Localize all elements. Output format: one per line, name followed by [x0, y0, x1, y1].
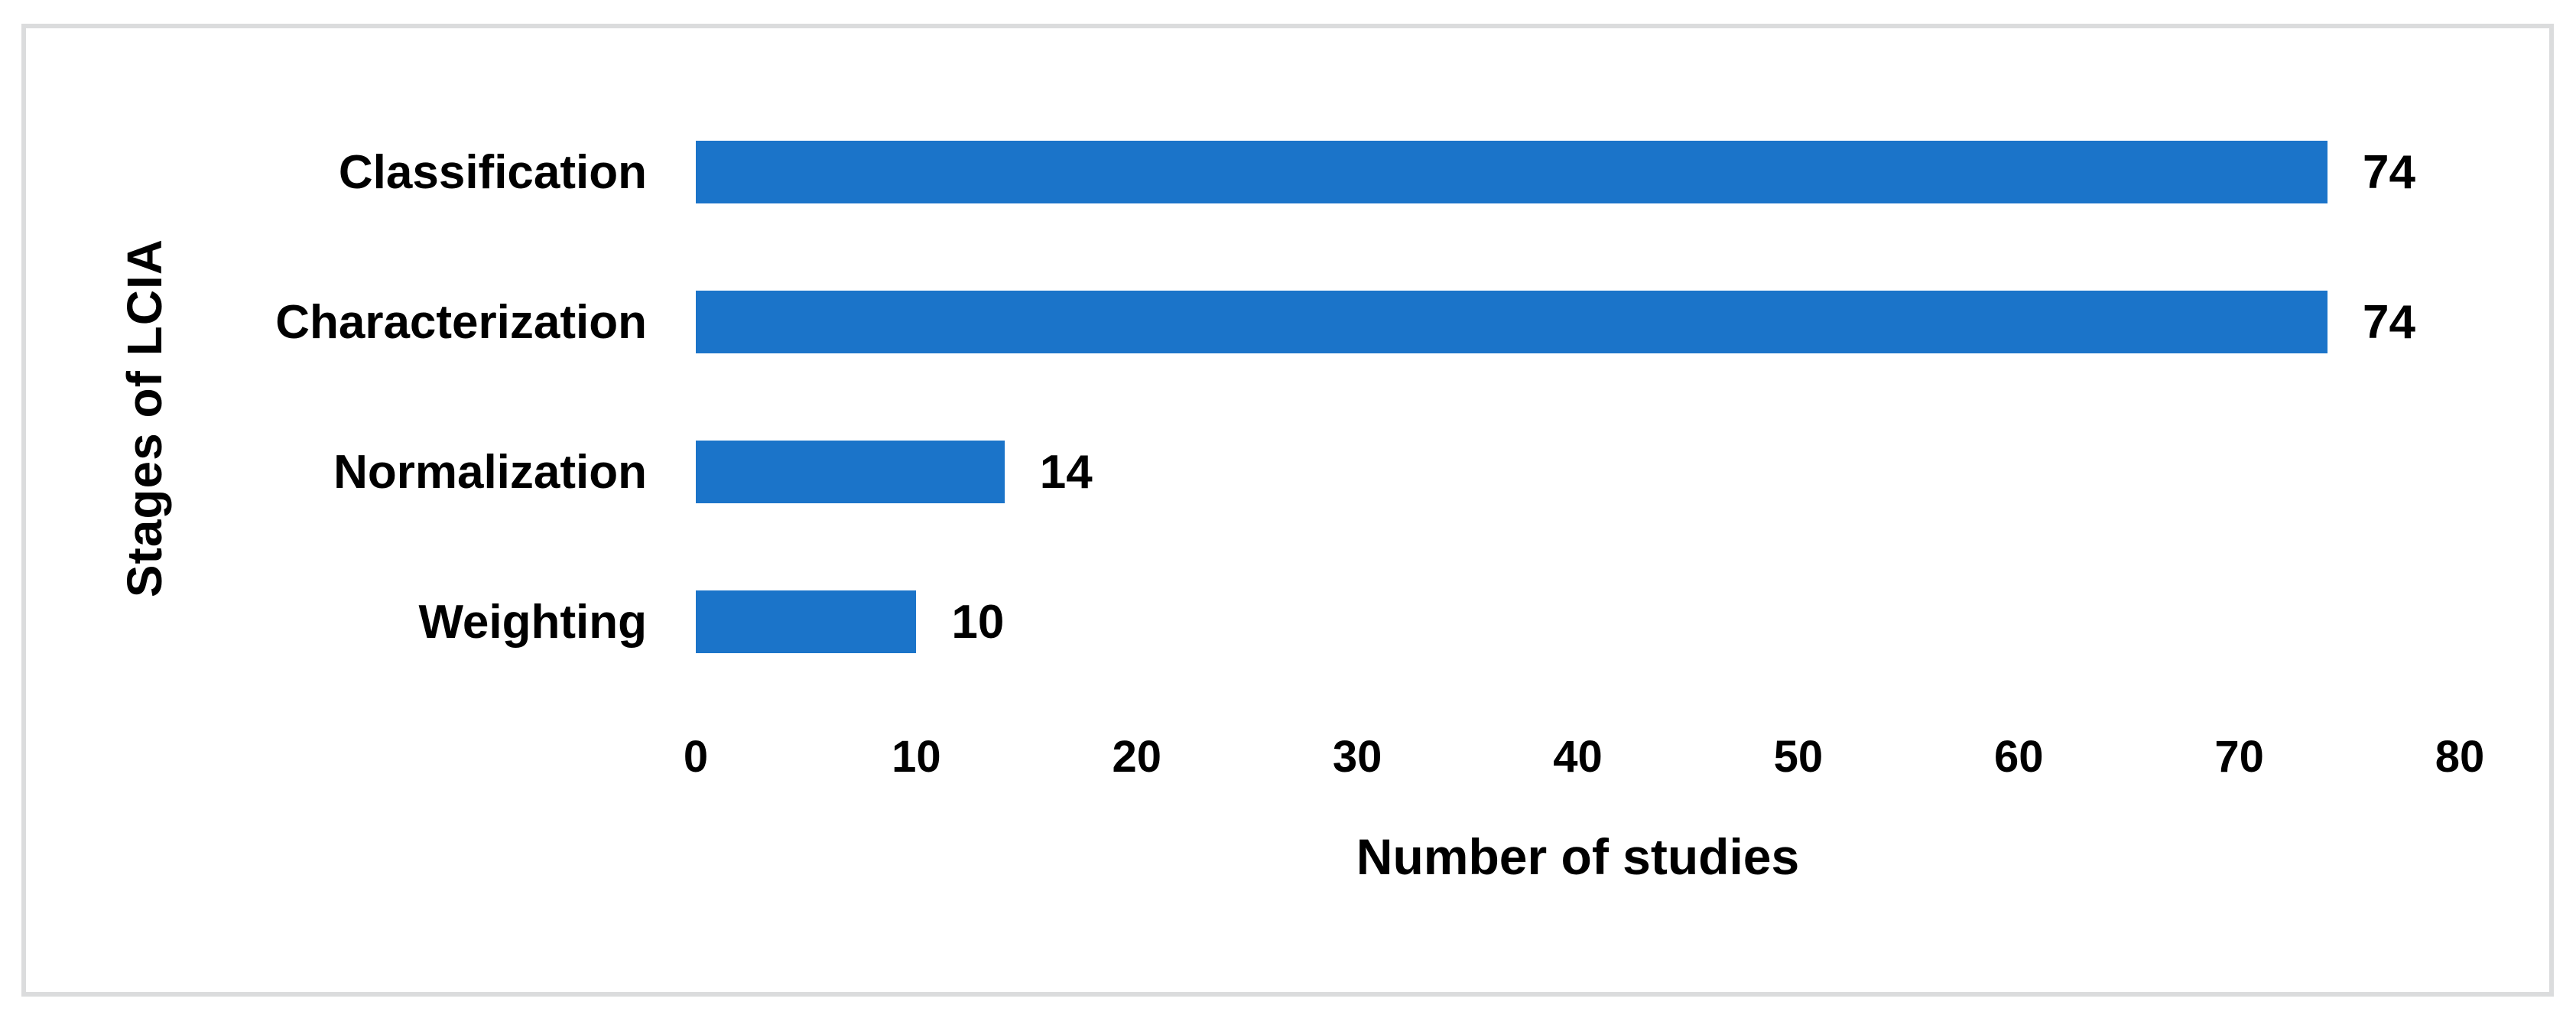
x-axis-title: Number of studies [1356, 828, 1800, 885]
bar-classification [696, 141, 2327, 203]
x-tick-label: 50 [1773, 732, 1824, 782]
x-tick-label: 40 [1553, 732, 1603, 782]
plot-area: Classification 74 Characterization 74 No… [26, 97, 2549, 697]
bar-track: 10 [696, 590, 2460, 653]
bar-track: 74 [696, 291, 2460, 353]
bar-row: Normalization 14 [26, 397, 2549, 547]
bar-row: Weighting 10 [26, 547, 2549, 697]
bar-weighting [696, 590, 917, 653]
x-tick-label: 10 [892, 732, 941, 782]
chart-frame: Stages of LCIA Classification 74 Charact… [21, 24, 2554, 997]
bar-normalization [696, 441, 1005, 503]
bar-chart: Stages of LCIA Classification 74 Charact… [26, 28, 2549, 992]
bar-row: Classification 74 [26, 97, 2549, 247]
category-label: Classification [338, 145, 647, 199]
data-label: 74 [2362, 295, 2415, 349]
x-tick-label: 60 [1993, 732, 2044, 782]
x-tick-label: 20 [1112, 732, 1162, 782]
x-tick-label: 70 [2214, 732, 2264, 782]
x-tick-label: 30 [1332, 732, 1382, 782]
bar-characterization [696, 291, 2327, 353]
x-axis: 0 10 20 30 40 50 60 70 80 [684, 727, 2484, 788]
x-tick-label: 0 [683, 732, 709, 782]
category-label: Weighting [418, 595, 647, 649]
bar-track: 14 [696, 441, 2460, 503]
x-tick-label: 80 [2435, 732, 2485, 782]
data-label: 10 [951, 595, 1005, 649]
bar-row: Characterization 74 [26, 247, 2549, 397]
data-label: 14 [1039, 445, 1093, 499]
data-label: 74 [2362, 145, 2415, 199]
bar-track: 74 [696, 141, 2460, 203]
category-label: Characterization [275, 295, 647, 349]
category-label: Normalization [333, 445, 647, 499]
